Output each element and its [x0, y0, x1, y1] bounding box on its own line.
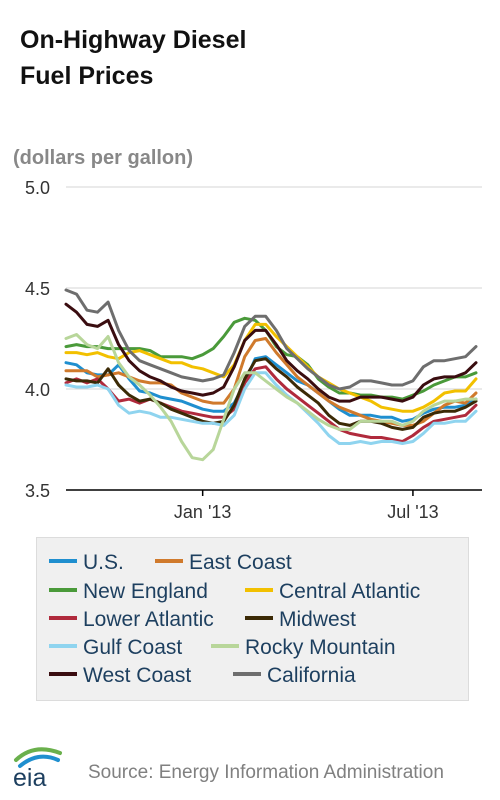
y-tick-label: 4.5	[25, 279, 50, 299]
legend-label-central-atlantic: Central Atlantic	[279, 580, 421, 603]
legend-label-california: California	[267, 664, 356, 687]
series-line-central-atlantic	[64, 322, 478, 413]
legend-item-east-coast: East Coast	[155, 551, 292, 575]
chart-title-line-1: On-Highway Diesel	[20, 26, 247, 54]
y-tick-label: 4.0	[25, 380, 50, 400]
series-line-u-s	[64, 355, 478, 423]
legend-swatch-rocky-mountain	[211, 644, 239, 649]
series-line-west-coast	[64, 302, 478, 403]
chart-title: On-Highway Diesel Fuel Prices	[20, 22, 460, 94]
y-axis-label: (dollars per gallon)	[13, 147, 193, 169]
legend-swatch-gulf-coast	[49, 644, 77, 649]
legend-label-gulf-coast: Gulf Coast	[83, 636, 183, 659]
legend-swatch-west-coast	[49, 672, 77, 677]
legend-label-lower-atlantic: Lower Atlantic	[83, 608, 214, 631]
series-line-rocky-mountain	[64, 333, 478, 462]
legend-item-midwest: Midwest	[245, 608, 356, 632]
legend-label-new-england: New England	[83, 580, 208, 603]
y-tick-label: 5.0	[25, 178, 50, 198]
legend-swatch-lower-atlantic	[49, 616, 77, 621]
series-line-gulf-coast	[64, 371, 478, 445]
legend-swatch-midwest	[245, 616, 273, 621]
legend-label-east-coast: East Coast	[189, 551, 292, 574]
y-tick-label: 3.5	[25, 481, 50, 501]
chart-title-line-2: Fuel Prices	[20, 62, 154, 90]
legend-label-midwest: Midwest	[279, 608, 357, 631]
legend-item-central-atlantic: Central Atlantic	[245, 580, 420, 604]
legend-label-west-coast: West Coast	[83, 664, 192, 687]
legend-item-west-coast: West Coast	[49, 664, 191, 688]
legend-swatch-new-england	[49, 588, 77, 593]
logo-arc-green	[14, 747, 62, 762]
line-chart: (dollars per gallon) 3.5 4.0 4.5 5.0 Jan '1…	[13, 147, 482, 522]
legend-label-us: U.S.	[83, 551, 124, 574]
legend-item-lower-atlantic: Lower Atlantic	[49, 608, 214, 632]
series-lines	[64, 288, 478, 462]
legend-label-rocky-mountain: Rocky Mountain	[245, 636, 396, 659]
legend-item-gulf-coast: Gulf Coast	[49, 636, 182, 660]
x-tick-label: Jul '13	[387, 502, 438, 522]
x-axis: Jan '13 Jul '13	[66, 489, 482, 522]
series-line-california	[64, 288, 478, 391]
legend-item-rocky-mountain: Rocky Mountain	[211, 636, 396, 660]
legend-item-new-england: New England	[49, 580, 208, 604]
legend: U.S. East Coast New England Central Atla…	[36, 537, 469, 701]
eia-logo: eia	[13, 747, 62, 790]
legend-item-california: California	[233, 664, 356, 688]
series-line-east-coast	[64, 337, 478, 427]
legend-swatch-california	[233, 672, 261, 677]
legend-swatch-east-coast	[155, 559, 183, 564]
legend-item-us: U.S.	[49, 551, 124, 575]
logo-arc-blue	[18, 754, 60, 768]
footer: eia Source: Energy Information Administr…	[0, 740, 500, 790]
source-note: Source: Energy Information Administratio…	[88, 762, 444, 783]
legend-swatch-us	[49, 559, 77, 564]
series-line-midwest	[64, 357, 478, 431]
logo-text: eia	[13, 764, 46, 790]
series-line-lower-atlantic	[64, 365, 478, 443]
legend-swatch-central-atlantic	[245, 588, 273, 593]
y-tick-labels: 3.5 4.0 4.5 5.0	[25, 178, 50, 501]
x-tick-label: Jan '13	[174, 502, 231, 522]
